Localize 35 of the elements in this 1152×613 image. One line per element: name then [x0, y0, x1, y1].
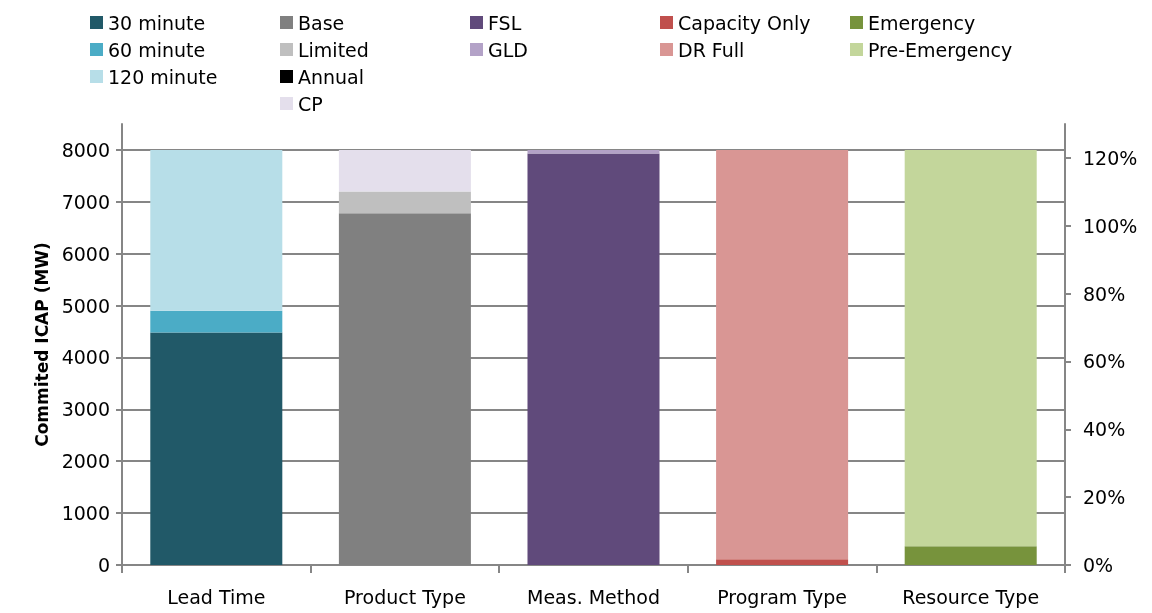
x-tick-label: Resource Type	[902, 585, 1040, 608]
x-tick-label: Meas. Method	[527, 585, 660, 608]
legend-label: DR Full	[678, 38, 745, 61]
y2-tick-label: 80%	[1083, 282, 1126, 305]
y-axis-title: Commited ICAP (MW)	[31, 242, 52, 447]
y2-tick-label: 100%	[1083, 214, 1138, 237]
y-tick-label: 4000	[61, 346, 110, 369]
y-tick-label: 0	[97, 554, 110, 576]
y2-tick-label: 60%	[1083, 350, 1126, 373]
legend-label: Limited	[298, 38, 369, 61]
y-tick-label: 2000	[61, 450, 110, 473]
x-tick-label: Lead Time	[167, 585, 266, 608]
legend-label: FSL	[488, 11, 522, 34]
y-tick-label: 6000	[61, 242, 110, 265]
legend-label: 60 minute	[108, 38, 206, 61]
legend-label: CP	[298, 92, 323, 115]
x-tick-label: Program Type	[717, 585, 848, 608]
y2-tick-label: 0%	[1083, 554, 1114, 576]
x-tick-label: Product Type	[343, 585, 466, 608]
y-tick-label: 8000	[61, 138, 110, 161]
y-tick-label: 5000	[61, 294, 110, 317]
legend-label: Emergency	[868, 11, 976, 34]
y2-tick-label: 20%	[1083, 486, 1126, 509]
y2-tick-label: 120%	[1083, 146, 1138, 169]
legend-label: Annual	[298, 65, 365, 88]
legend-label: Base	[298, 11, 345, 34]
legend-label: 30 minute	[108, 11, 206, 34]
legend-label: GLD	[488, 38, 528, 61]
legend-label: Capacity Only	[678, 11, 811, 34]
y-tick-label: 3000	[61, 398, 110, 421]
y2-tick-label: 40%	[1083, 418, 1126, 441]
y-tick-label: 7000	[61, 190, 110, 213]
legend-label: 120 minute	[108, 65, 218, 88]
y-tick-label: 1000	[61, 502, 110, 525]
legend-label: Pre-Emergency	[868, 38, 1013, 61]
